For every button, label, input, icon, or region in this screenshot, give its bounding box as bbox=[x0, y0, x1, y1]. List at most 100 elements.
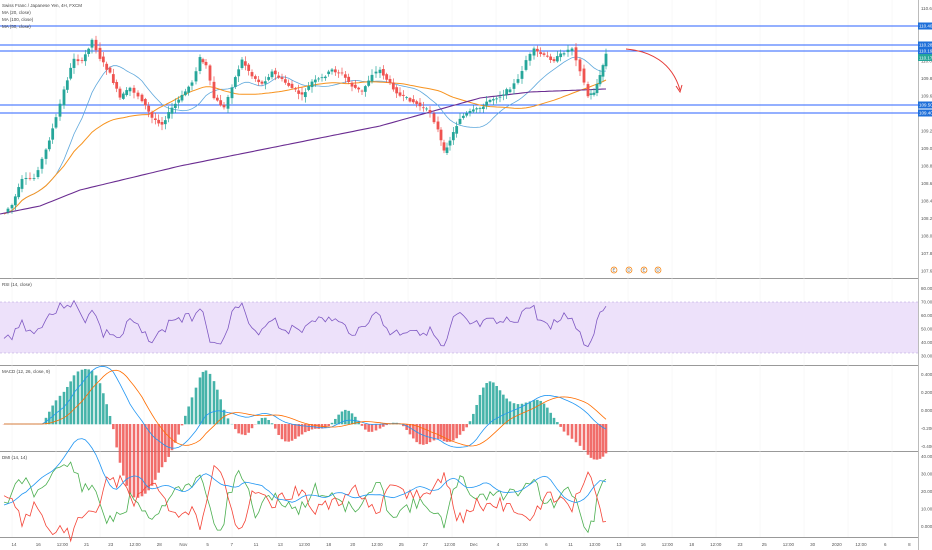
candle-body[interactable] bbox=[243, 61, 247, 66]
candle-body[interactable] bbox=[481, 106, 485, 110]
candle-body[interactable] bbox=[343, 74, 347, 78]
candle-body[interactable] bbox=[327, 71, 331, 75]
candle-body[interactable] bbox=[28, 178, 32, 179]
candle-body[interactable] bbox=[520, 71, 524, 79]
candle-body[interactable] bbox=[62, 89, 66, 106]
candle-body[interactable] bbox=[488, 99, 492, 102]
candle-body[interactable] bbox=[194, 71, 198, 82]
candle-body[interactable] bbox=[468, 111, 472, 113]
candle-body[interactable] bbox=[421, 107, 425, 109]
candle-body[interactable] bbox=[118, 88, 122, 98]
candle-body[interactable] bbox=[58, 103, 62, 117]
candle-body[interactable] bbox=[290, 83, 294, 88]
candle-body[interactable] bbox=[287, 82, 291, 86]
candle-body[interactable] bbox=[115, 81, 119, 89]
candle-body[interactable] bbox=[233, 77, 237, 87]
candle-body[interactable] bbox=[163, 120, 167, 125]
candlesticks[interactable] bbox=[6, 35, 608, 215]
candle-body[interactable] bbox=[263, 81, 267, 84]
candle-body[interactable] bbox=[505, 89, 509, 95]
candle-body[interactable] bbox=[69, 67, 73, 79]
candle-body[interactable] bbox=[578, 59, 582, 72]
candle-body[interactable] bbox=[598, 75, 602, 85]
candle-body[interactable] bbox=[439, 129, 443, 141]
candle-body[interactable] bbox=[20, 178, 24, 189]
candle-body[interactable] bbox=[143, 99, 147, 106]
candle-body[interactable] bbox=[313, 79, 317, 83]
candle-body[interactable] bbox=[98, 47, 102, 59]
candle-body[interactable] bbox=[451, 132, 455, 141]
candle-body[interactable] bbox=[297, 90, 301, 94]
candle-body[interactable] bbox=[128, 87, 132, 92]
candle-body[interactable] bbox=[222, 104, 226, 108]
candle-body[interactable] bbox=[381, 69, 385, 76]
candle-body[interactable] bbox=[170, 107, 174, 114]
candle-body[interactable] bbox=[552, 59, 556, 62]
candle-body[interactable] bbox=[428, 110, 432, 113]
candle-body[interactable] bbox=[498, 96, 502, 98]
candle-body[interactable] bbox=[173, 103, 177, 109]
candle-body[interactable] bbox=[562, 53, 566, 55]
candle-body[interactable] bbox=[226, 96, 230, 109]
candle-body[interactable] bbox=[267, 77, 271, 80]
candle-body[interactable] bbox=[157, 119, 161, 124]
candle-body[interactable] bbox=[595, 84, 599, 94]
candle-body[interactable] bbox=[253, 76, 257, 79]
candle-body[interactable] bbox=[357, 87, 361, 90]
candle-body[interactable] bbox=[601, 65, 605, 77]
candle-body[interactable] bbox=[83, 54, 87, 62]
candle-body[interactable] bbox=[6, 208, 10, 212]
candle-body[interactable] bbox=[147, 105, 151, 112]
candle-body[interactable] bbox=[250, 72, 254, 77]
candle-body[interactable] bbox=[270, 71, 274, 78]
candle-body[interactable] bbox=[524, 60, 528, 70]
candle-body[interactable] bbox=[592, 92, 596, 95]
candle-body[interactable] bbox=[589, 93, 593, 95]
candle-body[interactable] bbox=[337, 72, 341, 74]
candle-body[interactable] bbox=[240, 59, 244, 68]
candle-body[interactable] bbox=[140, 94, 144, 102]
candle-body[interactable] bbox=[32, 178, 36, 179]
candle-body[interactable] bbox=[280, 77, 284, 79]
candle-body[interactable] bbox=[47, 140, 51, 150]
candle-body[interactable] bbox=[150, 112, 154, 118]
candle-body[interactable] bbox=[90, 39, 94, 48]
candle-body[interactable] bbox=[208, 65, 212, 81]
candle-body[interactable] bbox=[411, 99, 415, 103]
candle-body[interactable] bbox=[24, 177, 28, 180]
candle-body[interactable] bbox=[539, 52, 543, 55]
candle-body[interactable] bbox=[167, 112, 171, 119]
candle-body[interactable] bbox=[545, 55, 549, 57]
candle-body[interactable] bbox=[574, 47, 578, 61]
candle-body[interactable] bbox=[415, 101, 419, 104]
candle-body[interactable] bbox=[153, 118, 157, 120]
candle-body[interactable] bbox=[183, 91, 187, 96]
horizontal-lines[interactable] bbox=[0, 25, 918, 114]
candle-body[interactable] bbox=[136, 92, 140, 97]
candle-body[interactable] bbox=[388, 78, 392, 83]
candle-body[interactable] bbox=[283, 79, 287, 83]
candle-body[interactable] bbox=[51, 128, 55, 140]
candle-body[interactable] bbox=[442, 142, 446, 151]
price-tag[interactable] bbox=[918, 101, 932, 109]
candle-body[interactable] bbox=[125, 90, 129, 96]
candle-body[interactable] bbox=[340, 72, 344, 74]
candle-body[interactable] bbox=[532, 48, 536, 56]
candle-body[interactable] bbox=[187, 86, 191, 93]
candle-body[interactable] bbox=[408, 98, 412, 102]
candle-body[interactable] bbox=[374, 71, 378, 74]
candle-body[interactable] bbox=[121, 93, 125, 99]
candle-body[interactable] bbox=[320, 77, 324, 79]
candle-body[interactable] bbox=[512, 83, 516, 89]
candle-body[interactable] bbox=[105, 63, 109, 70]
candle-body[interactable] bbox=[549, 56, 553, 61]
candle-body[interactable] bbox=[219, 100, 223, 106]
candle-body[interactable] bbox=[101, 56, 105, 63]
candle-body[interactable] bbox=[471, 109, 475, 112]
price-tag[interactable] bbox=[918, 109, 932, 117]
candle-body[interactable] bbox=[277, 75, 281, 78]
candle-body[interactable] bbox=[94, 39, 98, 51]
candle-body[interactable] bbox=[391, 82, 395, 90]
candle-body[interactable] bbox=[436, 121, 440, 130]
